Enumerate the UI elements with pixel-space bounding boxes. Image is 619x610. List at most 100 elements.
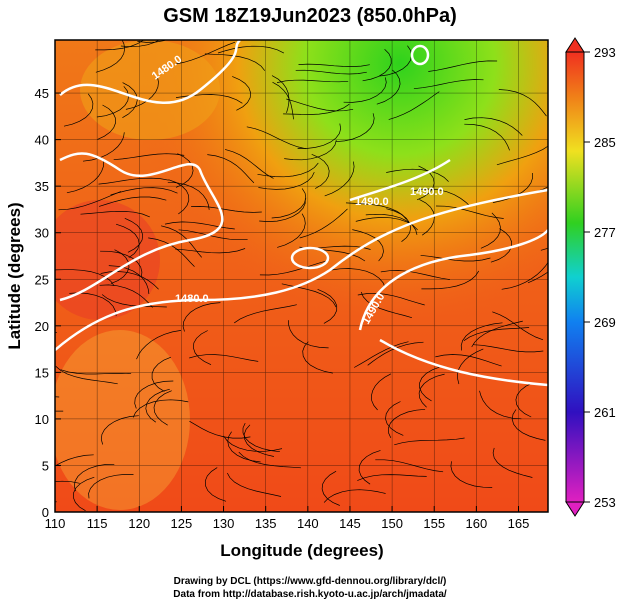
streamline <box>178 229 248 241</box>
streamline <box>421 270 479 290</box>
streamline <box>124 217 144 253</box>
streamline <box>98 196 167 207</box>
credit: Drawing by DCL (https://www.gfd-dennou.o… <box>174 576 447 587</box>
streamline <box>286 98 354 112</box>
y-tick-label: 15 <box>35 365 49 380</box>
streamline <box>479 390 522 420</box>
streamline <box>435 354 502 367</box>
streamline <box>496 145 548 166</box>
streamline <box>324 161 355 197</box>
streamline <box>82 132 125 162</box>
streamline <box>115 223 140 258</box>
streamline <box>58 191 122 211</box>
streamline <box>352 229 384 262</box>
y-tick-label: 25 <box>35 272 49 287</box>
streamline <box>375 459 444 473</box>
streamline <box>55 269 115 287</box>
streamline <box>258 171 315 190</box>
streamline <box>96 86 129 118</box>
streamline <box>175 41 236 65</box>
streamline <box>136 330 182 360</box>
streamline <box>168 179 190 215</box>
streamline <box>63 93 94 127</box>
streamline <box>120 40 160 48</box>
streamline <box>182 302 221 332</box>
streamline <box>110 187 178 196</box>
streamline <box>450 461 493 488</box>
streamline <box>189 420 251 439</box>
streamline <box>151 356 172 392</box>
streamline <box>97 104 116 140</box>
streamline <box>527 271 548 284</box>
streamline <box>242 422 280 453</box>
y-tick-label: 45 <box>35 86 49 101</box>
streamline <box>420 254 491 262</box>
colorbar-label: 253 <box>594 495 616 510</box>
streamline <box>416 165 435 201</box>
x-tick-label: 135 <box>255 516 277 531</box>
x-tick-label: 115 <box>87 516 108 531</box>
colorbar-bottom <box>565 501 585 517</box>
streamline <box>287 320 329 349</box>
y-tick-label: 10 <box>35 412 49 427</box>
streamline <box>379 45 412 77</box>
streamline <box>217 45 285 54</box>
streamline <box>492 311 544 341</box>
streamline <box>99 284 153 308</box>
streamline <box>365 213 418 235</box>
y-tick-label: 0 <box>42 505 49 520</box>
streamline <box>100 250 143 278</box>
streamline <box>343 77 387 103</box>
colorbar-label: 269 <box>594 315 616 330</box>
streamline <box>66 161 105 194</box>
streamline <box>385 401 404 436</box>
streamline <box>55 366 118 385</box>
streamline <box>73 463 115 492</box>
streamline <box>246 126 307 150</box>
streamline <box>388 408 426 438</box>
streamline <box>360 291 412 319</box>
streamline <box>101 294 167 308</box>
streamline <box>95 40 126 73</box>
streamline <box>204 467 227 502</box>
streamline <box>457 348 484 385</box>
streamline <box>191 206 262 213</box>
streamline <box>311 153 330 189</box>
streamline <box>371 373 392 411</box>
x-tick-label: 125 <box>171 516 193 531</box>
streamline <box>354 341 409 368</box>
streamline <box>297 123 342 149</box>
x-axis-label: Longitude (degrees) <box>220 541 383 560</box>
streamline <box>153 390 172 426</box>
streamline <box>345 202 407 220</box>
colorbar-top <box>565 37 585 53</box>
colorbar-label: 261 <box>594 405 616 420</box>
streamline <box>276 79 349 83</box>
streamline <box>134 380 174 409</box>
streamline <box>226 472 282 497</box>
streamline <box>295 69 367 75</box>
contour-label: 1490.0 <box>410 186 444 198</box>
colorbar <box>565 51 585 503</box>
streamline <box>167 181 210 210</box>
streamline <box>376 69 401 105</box>
streamline <box>224 149 274 179</box>
streamline <box>480 212 501 249</box>
y-tick-label: 30 <box>35 226 49 241</box>
streamline <box>207 154 255 184</box>
streamline <box>298 63 370 67</box>
field <box>55 40 548 512</box>
streamline <box>498 89 547 117</box>
contour-label: 1490.0 <box>355 196 389 208</box>
streamline <box>194 40 198 41</box>
streamline <box>331 268 386 288</box>
x-tick-label: 160 <box>466 516 488 531</box>
streamline <box>277 213 306 248</box>
streamline <box>271 188 307 219</box>
streamline <box>55 454 94 467</box>
streamline <box>80 210 150 218</box>
streamline <box>110 249 130 284</box>
streamline <box>113 153 185 161</box>
streamline <box>321 470 340 506</box>
